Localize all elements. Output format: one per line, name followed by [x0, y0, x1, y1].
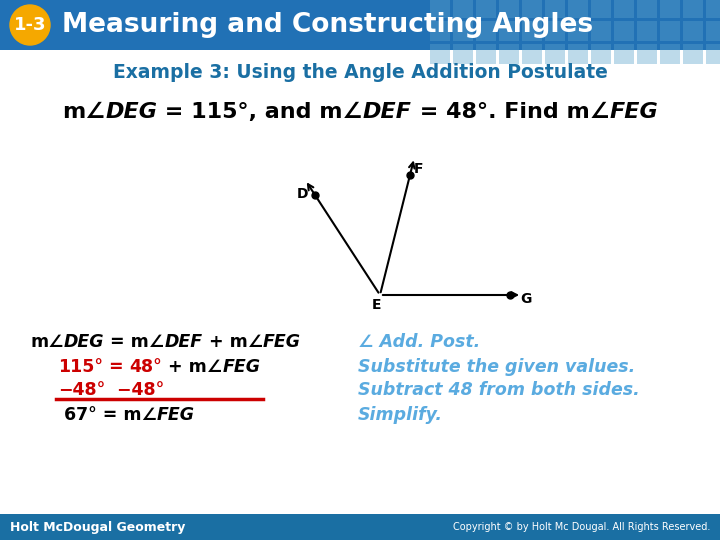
Text: m∠: m∠	[62, 102, 105, 122]
Text: 67° = m∠: 67° = m∠	[64, 406, 157, 424]
Bar	[614, 44, 634, 64]
Text: ∠ Add. Post.: ∠ Add. Post.	[358, 333, 480, 351]
Text: FEG: FEG	[157, 406, 195, 424]
Text: Subtract 48 from both sides.: Subtract 48 from both sides.	[358, 381, 640, 399]
Bar	[476, 44, 496, 64]
Bar	[453, 21, 473, 41]
Text: Measuring and Constructing Angles: Measuring and Constructing Angles	[62, 12, 593, 38]
Text: Holt McDougal Geometry: Holt McDougal Geometry	[10, 521, 185, 534]
Bar	[522, 0, 542, 18]
Bar	[591, 21, 611, 41]
Text: + m∠: + m∠	[163, 358, 222, 376]
Bar	[476, 0, 496, 18]
Text: = 48°. Find m∠: = 48°. Find m∠	[412, 102, 609, 122]
Bar	[660, 0, 680, 18]
Bar	[637, 21, 657, 41]
Text: Example 3: Using the Angle Addition Postulate: Example 3: Using the Angle Addition Post…	[112, 63, 608, 82]
Text: DEF: DEF	[165, 333, 203, 351]
Bar	[499, 21, 519, 41]
Bar	[545, 44, 565, 64]
Bar	[430, 0, 450, 18]
Text: = m∠: = m∠	[104, 333, 165, 351]
Text: DEG: DEG	[64, 333, 104, 351]
Bar	[522, 44, 542, 64]
Bar	[614, 21, 634, 41]
Text: Copyright © by Holt Mc Dougal. All Rights Reserved.: Copyright © by Holt Mc Dougal. All Right…	[453, 522, 710, 532]
Bar	[660, 44, 680, 64]
Bar	[430, 44, 450, 64]
Bar	[660, 21, 680, 41]
Bar	[591, 0, 611, 18]
Bar	[637, 44, 657, 64]
Text: + m∠: + m∠	[203, 333, 263, 351]
Text: D: D	[297, 187, 308, 201]
Text: −48°: −48°	[58, 381, 105, 399]
Text: DEG: DEG	[105, 102, 157, 122]
Bar	[0, 0, 720, 50]
Bar	[683, 44, 703, 64]
Bar	[614, 0, 634, 18]
Bar	[637, 0, 657, 18]
Bar	[683, 21, 703, 41]
Bar	[453, 44, 473, 64]
Bar	[499, 0, 519, 18]
Bar	[706, 0, 720, 18]
Bar	[545, 21, 565, 41]
Bar	[430, 21, 450, 41]
Text: F: F	[414, 162, 423, 176]
Text: = 115°, and m∠: = 115°, and m∠	[157, 102, 363, 122]
Text: 48°: 48°	[130, 358, 163, 376]
Text: G: G	[520, 292, 531, 306]
Text: FEG: FEG	[263, 333, 301, 351]
Bar	[522, 21, 542, 41]
Bar	[0, 514, 720, 540]
Bar	[683, 0, 703, 18]
Bar	[568, 21, 588, 41]
Bar	[706, 21, 720, 41]
Text: m∠: m∠	[30, 333, 64, 351]
Text: Simplify.: Simplify.	[358, 406, 443, 424]
Bar	[568, 44, 588, 64]
Text: FEG: FEG	[609, 102, 658, 122]
Bar	[568, 0, 588, 18]
Text: 1-3: 1-3	[14, 16, 46, 34]
Bar	[453, 0, 473, 18]
Text: =: =	[103, 358, 130, 376]
Text: −48°: −48°	[105, 381, 164, 399]
Bar	[545, 0, 565, 18]
Text: FEG: FEG	[222, 358, 261, 376]
Text: 115°: 115°	[58, 358, 103, 376]
Circle shape	[10, 5, 50, 45]
Text: E: E	[372, 298, 382, 312]
Bar	[476, 21, 496, 41]
Text: DEF: DEF	[363, 102, 412, 122]
Bar	[499, 44, 519, 64]
Bar	[706, 44, 720, 64]
Bar	[591, 44, 611, 64]
Text: Substitute the given values.: Substitute the given values.	[358, 358, 635, 376]
